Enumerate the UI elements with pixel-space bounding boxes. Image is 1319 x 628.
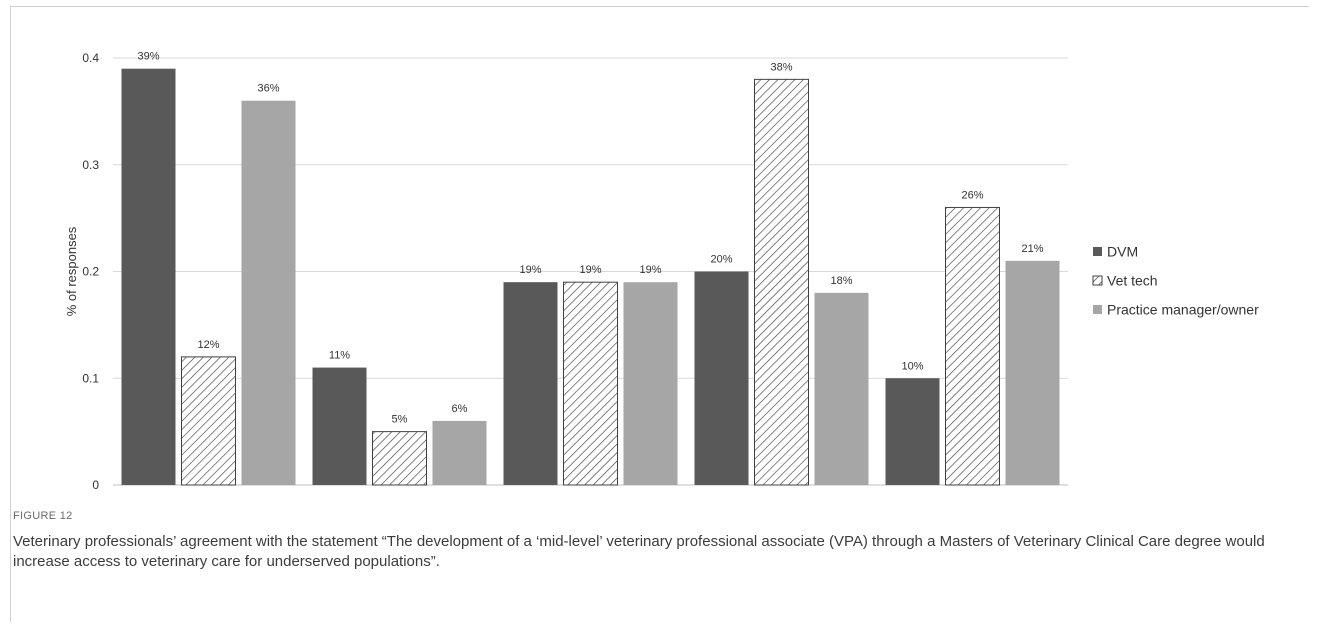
data-labels: 39% 12% 36% 11% 5% 6% 19% 19% 19% 20% 38% 18% 10% 26%… — [137, 51, 1043, 426]
legend-label: Vet tech — [1107, 273, 1158, 289]
y-tick-label: 0.1 — [82, 371, 99, 385]
data-label: 10% — [901, 360, 923, 372]
y-tick-label: 0.3 — [82, 158, 99, 172]
figure-frame — [10, 6, 1309, 622]
data-label: 19% — [579, 264, 601, 276]
data-label: 6% — [452, 403, 468, 415]
bar-vet-tech — [945, 206, 1000, 486]
bar-practice-manager-owner — [623, 282, 678, 485]
legend-swatch — [1093, 247, 1102, 256]
figure-label: FIGURE 12 — [13, 510, 73, 522]
data-label: 21% — [1021, 243, 1043, 255]
bar-practice-manager-owner — [241, 100, 296, 485]
x-category-label: Neither agree nor disagree — [513, 499, 668, 500]
bar-practice-manager-owner — [1005, 260, 1060, 485]
data-label: 20% — [710, 254, 732, 266]
data-label: 36% — [257, 83, 279, 95]
y-tick-label: 0.4 — [82, 51, 99, 65]
bar-chart: 0 0.1 0.2 0.3 0.4 % of responses Strongly disa… — [64, 51, 1259, 500]
figure-caption: Veterinary professionals’ agreement with… — [13, 533, 1265, 570]
bar-vet-tech — [372, 431, 427, 486]
legend-label: Practice manager/owner — [1107, 302, 1259, 318]
data-label: 39% — [137, 51, 159, 63]
bar-practice-manager-owner — [432, 420, 487, 485]
legend-label: DVM — [1107, 244, 1138, 260]
legend-swatch — [1092, 275, 1103, 286]
data-label: 12% — [197, 339, 219, 351]
bar-vet-tech — [181, 356, 236, 486]
legend: DVM Vet tech Practice manager/owner — [1092, 244, 1259, 318]
legend-swatch — [1093, 305, 1102, 314]
x-category-label: Strongly disagree — [158, 499, 259, 500]
bar-dvm — [885, 378, 940, 485]
y-tick-label: 0 — [92, 478, 99, 492]
x-category-label: Somewhat agree — [732, 499, 830, 500]
bar-dvm — [694, 271, 749, 485]
data-label: 5% — [392, 414, 408, 426]
bar-practice-manager-owner — [814, 292, 869, 485]
bar-vet-tech — [563, 281, 618, 486]
bars — [121, 68, 1060, 486]
data-label: 26% — [961, 189, 983, 201]
bar-dvm — [121, 68, 176, 486]
data-label: 18% — [830, 275, 852, 287]
x-category-label: Somewhat disagree — [342, 499, 457, 500]
data-label: 19% — [519, 264, 541, 276]
y-axis-title: % of responses — [64, 226, 79, 316]
bar-dvm — [312, 367, 367, 485]
data-label: 38% — [770, 61, 792, 73]
y-tick-label: 0.2 — [82, 265, 99, 279]
x-category-label: Strongly agree — [930, 499, 1015, 500]
bar-vet-tech — [754, 78, 809, 486]
bar-dvm — [503, 282, 558, 485]
data-label: 19% — [639, 264, 661, 276]
data-label: 11% — [329, 350, 350, 362]
